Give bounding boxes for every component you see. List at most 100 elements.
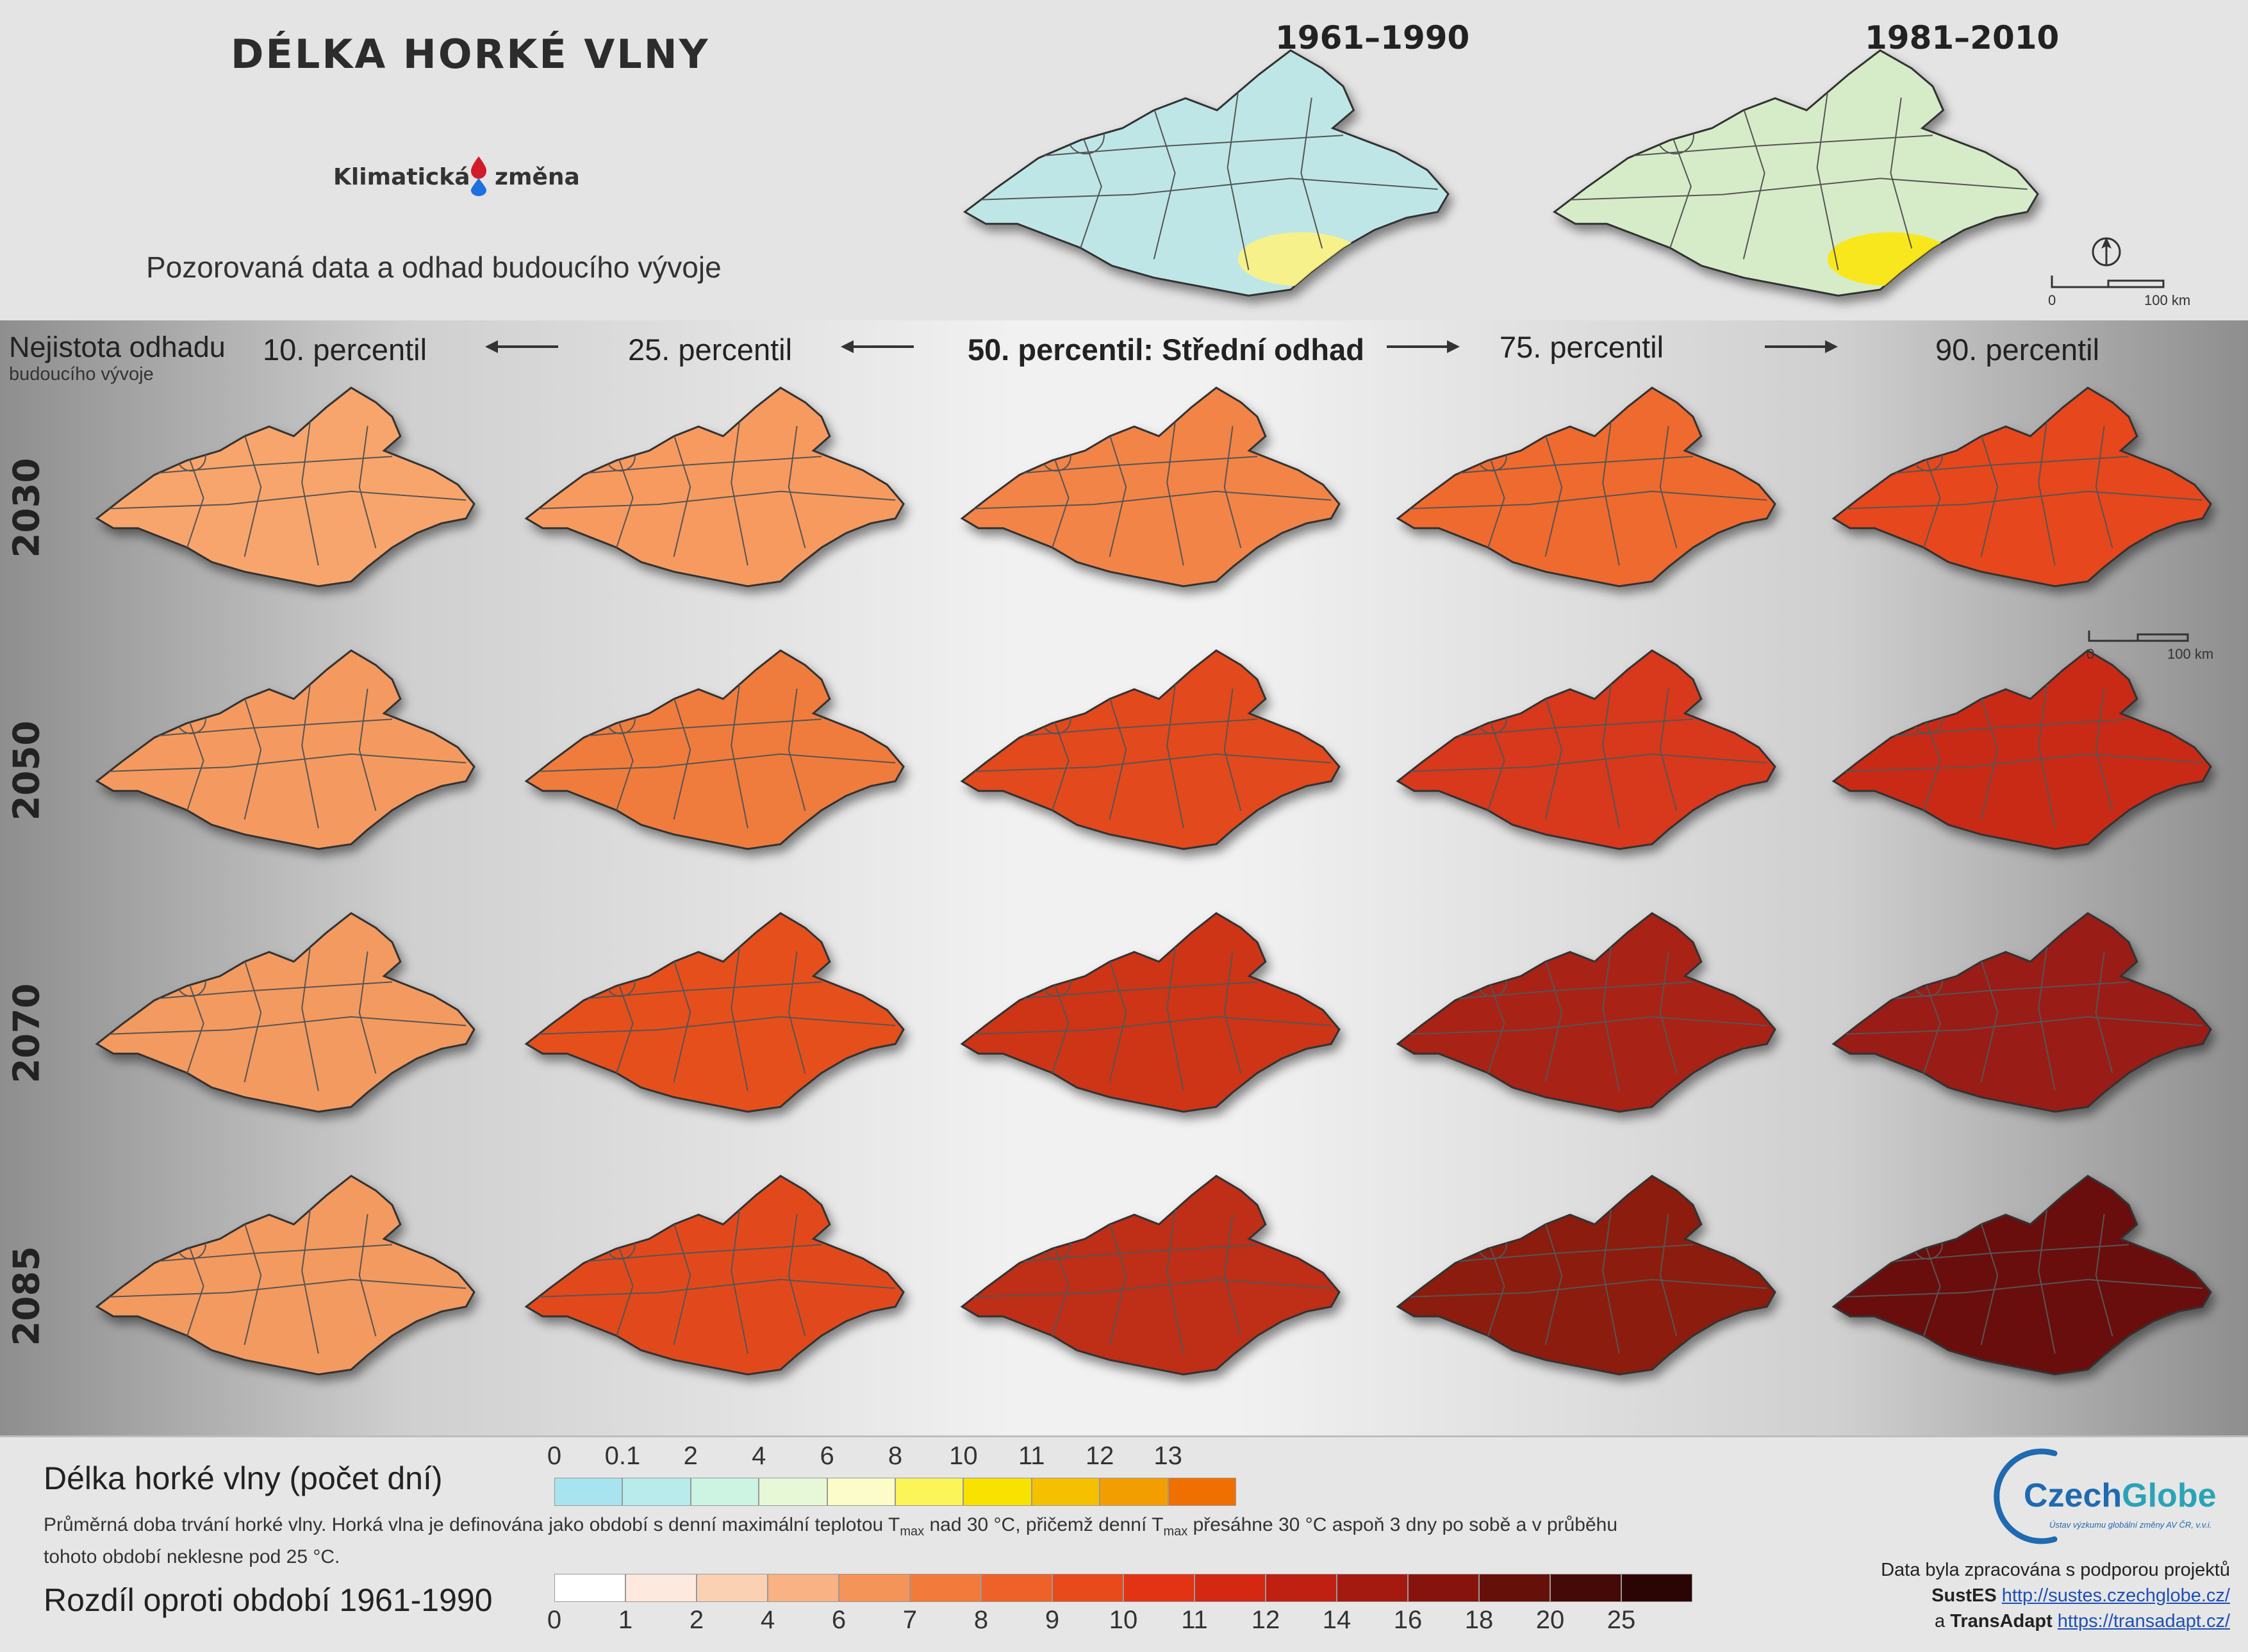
region-border (970, 490, 1332, 509)
region-borders (1841, 421, 2203, 566)
map-2070-percentile-3 (1396, 912, 1776, 1113)
scale-swatch (981, 1574, 1052, 1602)
country-outline (524, 649, 905, 850)
region-border (1405, 753, 1767, 772)
country-outline (1552, 49, 2039, 297)
scale-tick-label: 0 (547, 1442, 562, 1470)
percentile-label-10: 10. percentil (263, 333, 427, 367)
region-border (1882, 1244, 2129, 1263)
map-2050-percentile-2 (960, 649, 1341, 850)
region-border (1980, 1223, 1999, 1346)
country-outline (1831, 1175, 2212, 1376)
region-border (1487, 714, 1505, 811)
scale-max-grid: 100 km (2167, 646, 2214, 662)
country-outline (960, 386, 1341, 588)
country-outline (524, 386, 905, 588)
legend-panel (0, 1435, 2248, 1652)
region-border (788, 425, 806, 549)
scale-swatch (759, 1478, 827, 1506)
region-border (1166, 1209, 1184, 1354)
country-outline (963, 49, 1450, 297)
scale-tick-label: 12 (1085, 1442, 1114, 1470)
czechglobe-subtitle: Ústav výzkumu globální změny AV ČR, v.v.… (2049, 1520, 2212, 1530)
region-border (186, 714, 204, 811)
region-border (104, 1016, 467, 1035)
map-2070-percentile-2 (960, 912, 1341, 1113)
region-border (1659, 425, 1678, 549)
country-outline (1831, 649, 2212, 850)
region-border (1223, 688, 1242, 811)
map-2085-percentile-4 (1831, 1175, 2212, 1376)
country-outline (1396, 1175, 1776, 1376)
scale-swatch (1479, 1574, 1550, 1602)
year-label-2085: 2085 (6, 1246, 48, 1346)
region-border (244, 1223, 262, 1346)
region-border (1166, 421, 1184, 566)
region-border (1487, 452, 1505, 549)
scale-swatch (910, 1574, 981, 1602)
logo-text-part1: Klimatická (333, 164, 470, 190)
scale-swatch (1408, 1574, 1479, 1602)
region-border (534, 753, 896, 772)
country-outline (95, 649, 475, 850)
region-border (788, 688, 806, 811)
region-border (673, 434, 691, 558)
region-borders (1405, 946, 1767, 1091)
region-border (616, 1240, 634, 1337)
czech-map-1981-2010 (1552, 49, 2039, 297)
page-title: DÉLKA HORKÉ VLNY (231, 31, 710, 78)
map-2085-percentile-3 (1396, 1175, 1776, 1376)
region-border (1446, 981, 1694, 1000)
scale-tick-label: 8 (888, 1442, 903, 1470)
scale-tick-label: 10 (949, 1442, 978, 1470)
transadapt-link[interactable]: https://transadapt.cz/ (2057, 1611, 2230, 1631)
uncertainty-sublabel: budoucího vývoje (9, 364, 154, 384)
region-borders (1405, 1209, 1767, 1354)
region-border (1980, 697, 1999, 820)
region-borders (1405, 421, 1767, 566)
region-border (1659, 1214, 1678, 1337)
region-border (1405, 1278, 1767, 1298)
region-border (145, 718, 393, 738)
thermometer-drops-icon (471, 156, 486, 196)
sustes-link[interactable]: http://sustes.czechglobe.cz/ (2001, 1585, 2230, 1606)
region-border (1882, 456, 2129, 475)
map-2070-percentile-4 (1831, 912, 2212, 1113)
region-border (2038, 946, 2056, 1091)
region-border (1052, 1240, 1070, 1337)
region-border (1544, 697, 1563, 820)
difference-scale-ticks: 0 1 2 4 6 7 8 9 10 11 12 14 16 18 20 25 (547, 1606, 1692, 1638)
region-border (1659, 688, 1678, 811)
map-2030-percentile-2 (960, 386, 1341, 588)
arrow-left-icon (841, 340, 914, 353)
period-title-1981-2010: 1981–2010 (1865, 19, 2060, 56)
scale-tick-label: 12 (1251, 1606, 1280, 1634)
region-border (673, 697, 691, 820)
region-border (1882, 718, 2129, 738)
region-border (616, 714, 634, 811)
region-border (1882, 981, 2129, 1000)
region-borders (1841, 684, 2203, 829)
region-border (2038, 1209, 2056, 1354)
scale-tick-label: 20 (1535, 1606, 1565, 1634)
country-outline (960, 1175, 1341, 1376)
region-border (104, 753, 467, 772)
scale-tick-label: 18 (1464, 1606, 1494, 1634)
region-border (186, 1240, 204, 1337)
scale-swatch (622, 1478, 691, 1506)
region-border (1980, 960, 1999, 1083)
region-border (731, 946, 748, 1091)
region-borders (534, 684, 896, 829)
scale-tick-label: 6 (820, 1442, 834, 1470)
map-2085-percentile-0 (95, 1175, 475, 1376)
scale-zero-grid: 0 (2087, 646, 2095, 662)
scale-swatch (1266, 1574, 1337, 1602)
region-borders (104, 946, 467, 1091)
scale-swatch (1168, 1478, 1236, 1506)
map-2030-percentile-0 (95, 386, 475, 588)
scale-swatch (690, 1478, 759, 1506)
region-border (1890, 97, 1913, 249)
period-title-1961-1990: 1961–1990 (1275, 19, 1470, 56)
country-outline (524, 912, 905, 1113)
region-borders (1841, 1209, 2203, 1354)
